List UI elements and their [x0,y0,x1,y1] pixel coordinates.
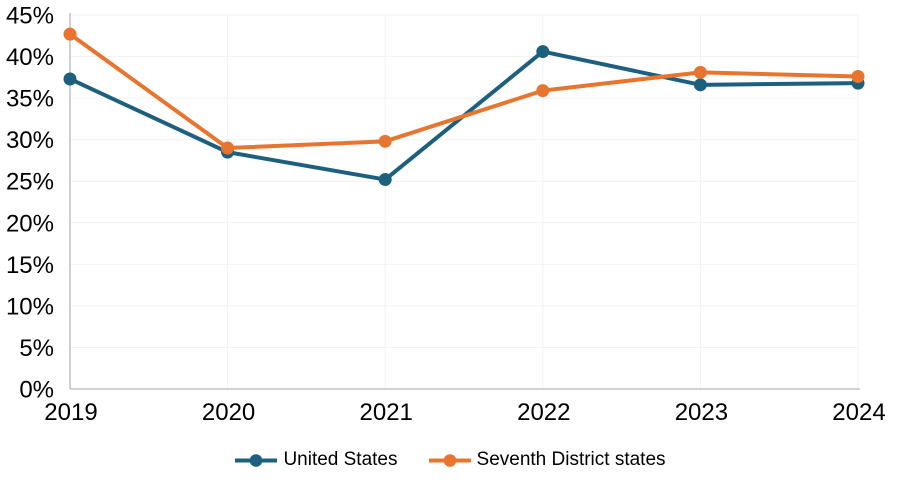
data-point [221,141,235,155]
x-tick-label: 2019 [44,399,97,426]
data-point [378,134,392,148]
data-point [378,173,392,187]
data-point [536,84,550,98]
y-tick-label: 25% [6,169,54,196]
legend-line-dot-icon [235,453,278,467]
y-tick-label: 40% [6,44,54,71]
x-tick-label: 2024 [832,399,885,426]
data-point [693,78,707,92]
data-point [536,45,550,59]
data-point [851,70,865,84]
y-tick-label: 15% [6,252,54,279]
x-tick-label: 2021 [360,399,413,426]
data-point [693,65,707,79]
y-tick-label: 20% [6,210,54,237]
series-line [68,32,860,150]
x-tick-label: 2023 [675,399,728,426]
x-tick-label: 2020 [202,399,255,426]
legend: United States Seventh District states [0,446,900,474]
line-chart-canvas: 45% 40% 35% 30% 25% 20% 15% 10% 5% 0%2019 2020 2021… [6,3,886,427]
y-tick-label: 35% [6,86,54,113]
x-tick-label: 2022 [517,399,570,426]
y-tick-label: 45% [6,3,54,30]
legend-item-seventh-district-states: Seventh District states [428,449,666,471]
data-point [63,72,77,86]
legend-item-united-states: United States [234,449,398,471]
legend-label-seventh-district-states: Seventh District states [476,449,666,470]
y-tick-label: 30% [6,127,54,154]
y-tick-label: 0% [19,377,54,404]
y-tick-label: 5% [19,335,54,362]
data-point [63,27,77,41]
y-tick-label: 10% [6,293,54,320]
legend-line-dot-icon [428,453,471,467]
legend-label-united-states: United States [283,449,398,470]
